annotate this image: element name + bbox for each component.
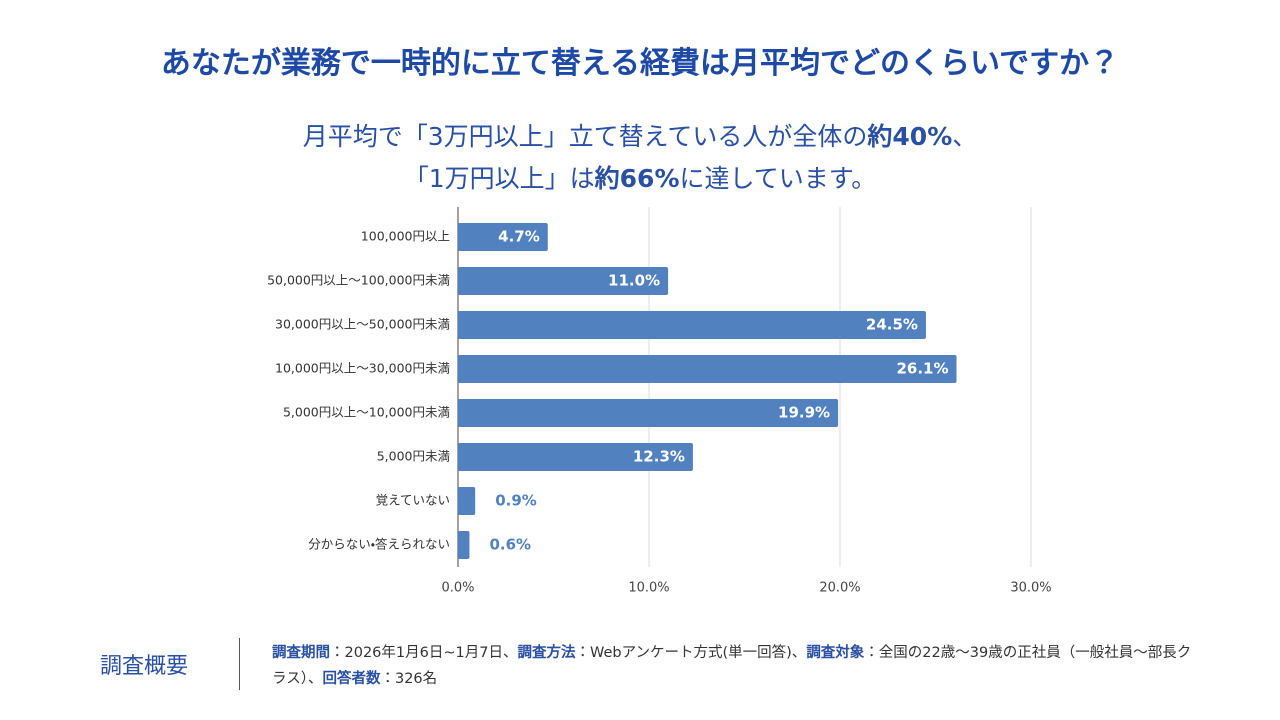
y-tick-label: 30,000円以上〜50,000円未満 — [275, 317, 450, 332]
chart: 0.0% 10.0% 20.0% 30.0% 100,000円以上 4.7% 50,000円… — [267, 207, 1052, 596]
y-tick-label: 10,000円以上〜30,000円未満 — [275, 361, 450, 376]
separator — [239, 638, 240, 690]
subtitle-text: に達しています。 — [679, 164, 877, 193]
bar — [458, 355, 957, 383]
subtitle: 月平均で「3万円以上」立て替えている人が全体の約40%、 「1万円以上」は約66… — [0, 116, 1280, 200]
y-tick-label: 覚えていない — [376, 493, 450, 508]
footer-label: 回答者数 — [322, 671, 381, 687]
footer-text: ：全国の22歳〜39歳の正社員（一般社員〜部長クラス）、 — [272, 645, 1192, 687]
y-tick-label: 分からない・答えられない — [308, 537, 450, 552]
footer-text: ：Webアンケート方式(単一回答)、 — [575, 645, 807, 661]
subtitle-emphasis: 約40% — [867, 122, 953, 151]
footer-text: ：326名 — [380, 671, 438, 687]
y-tick-label: 50,000円以上〜100,000円未満 — [267, 273, 450, 288]
footer-label: 調査対象 — [806, 645, 865, 661]
subtitle-emphasis: 約66% — [594, 164, 680, 193]
chart-title: あなたが業務で一時的に立て替える経費は月平均でどのくらいですか？ — [160, 46, 1120, 81]
data-label: 19.9% — [778, 404, 830, 422]
data-label: 11.0% — [608, 272, 660, 290]
bar — [458, 487, 476, 515]
x-tick-label: 10.0% — [628, 581, 669, 596]
footer-text: ：2026年1月6日~1月7日、 — [330, 645, 518, 661]
x-tick-label: 20.0% — [819, 581, 860, 596]
subtitle-line: 「1万円以上」は約66%に達しています。 — [0, 158, 1280, 200]
data-label: 0.9% — [495, 492, 537, 510]
bar — [458, 267, 669, 295]
subtitle-line: 月平均で「3万円以上」立て替えている人が全体の約40%、 — [0, 116, 1280, 158]
bar — [458, 443, 693, 471]
y-tick-label: 5,000円未満 — [377, 449, 450, 464]
bar — [458, 399, 839, 427]
y-tick-label: 5,000円以上〜10,000円未満 — [283, 405, 450, 420]
bar — [458, 223, 548, 251]
data-label: 0.6% — [489, 536, 531, 554]
x-tick-label: 0.0% — [441, 581, 474, 596]
footer-body: 調査期間：2026年1月6日~1月7日、調査方法：Webアンケート方式(単一回答… — [272, 640, 1192, 692]
subtitle-text: 月平均で「3万円以上」立て替えている人が全体の — [302, 122, 868, 151]
x-tick-label: 30.0% — [1010, 581, 1051, 596]
footer-label: 調査方法 — [517, 645, 576, 661]
y-tick-label: 100,000円以上 — [361, 229, 450, 244]
data-label: 24.5% — [866, 316, 918, 334]
bar — [458, 311, 926, 339]
data-label: 12.3% — [633, 448, 685, 466]
bar — [458, 531, 470, 559]
data-label: 26.1% — [896, 360, 948, 378]
footer-heading: 調査概要 — [100, 654, 189, 679]
subtitle-text: 、 — [952, 122, 978, 151]
data-label: 4.7% — [498, 228, 540, 246]
subtitle-text: 「1万円以上」は — [403, 164, 595, 193]
footer-label: 調査期間 — [272, 645, 330, 661]
